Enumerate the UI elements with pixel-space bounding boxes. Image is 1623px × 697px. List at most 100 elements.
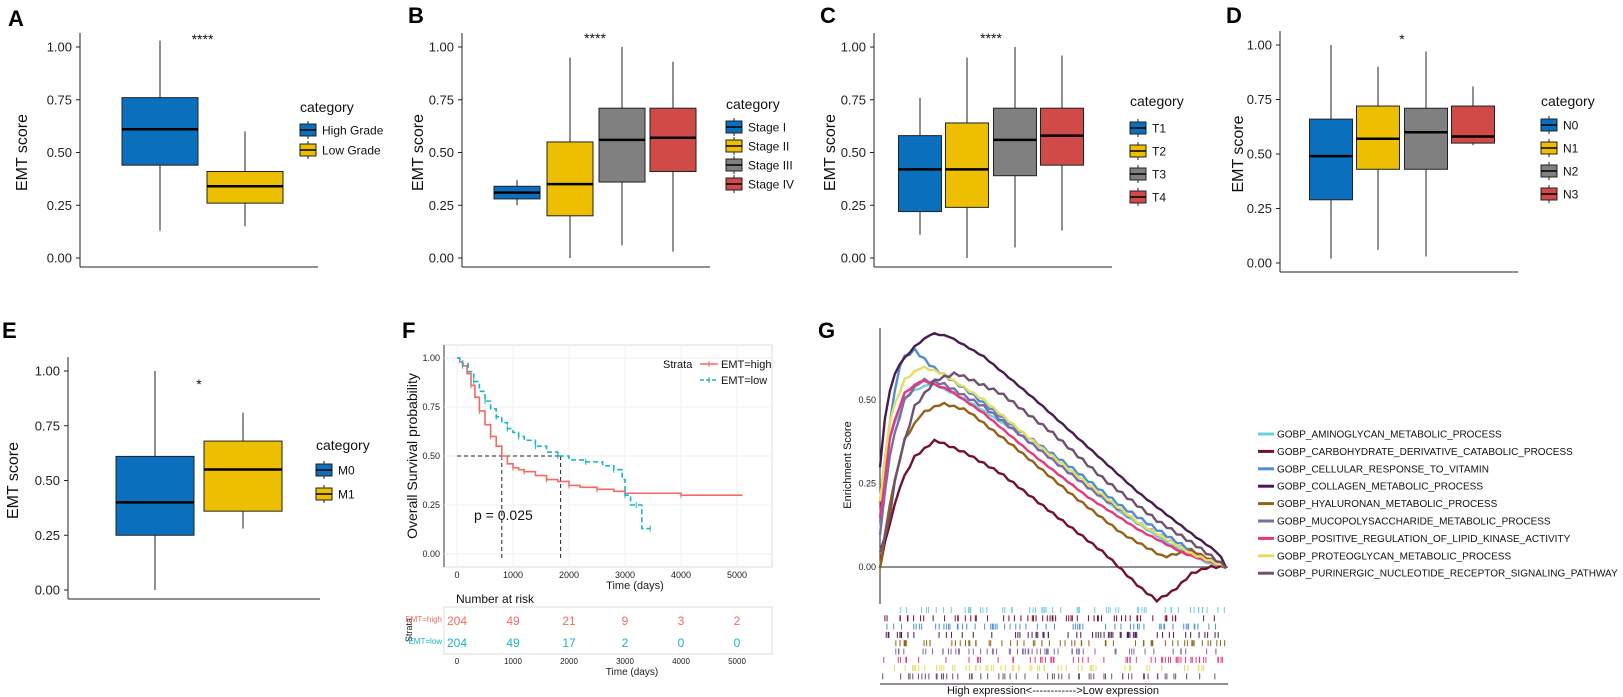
legend-item-label: High Grade [322, 124, 384, 138]
y-tick-label: 0.75 [35, 418, 60, 433]
risk-count: 204 [447, 614, 467, 628]
box-stage-ii [546, 141, 594, 217]
legend-title: category [726, 96, 780, 112]
legend-item-label: GOBP_CARBOHYDRATE_DERIVATIVE_CATABOLIC_P… [1277, 447, 1573, 458]
risk-count: 21 [562, 614, 576, 628]
legend-item-label: M1 [338, 488, 355, 502]
p-value-label: p = 0.025 [474, 507, 533, 523]
x-axis-title: High expression<------------>Low express… [947, 685, 1159, 697]
legend-item-label: GOBP_PURINERGIC_NUCLEOTIDE_RECEPTOR_SIGN… [1277, 569, 1618, 580]
risk-row-label: EMT=low [408, 637, 442, 646]
box-t1 [898, 135, 942, 213]
legend-item-label: GOBP_PROTEOGLYCAN_METABOLIC_PROCESS [1277, 551, 1511, 562]
y-axis-title: Enrichment Score [842, 421, 854, 508]
es-curve [878, 438, 1227, 604]
panel-label: A [8, 6, 24, 31]
x-tick-label: 0 [454, 570, 459, 580]
significance-stars: **** [584, 30, 606, 46]
x-tick-label: 1000 [503, 570, 523, 580]
risk-x-tick-label: 4000 [672, 657, 690, 666]
risk-table-title: Number at risk [456, 592, 535, 606]
legend-title: category [1130, 93, 1184, 109]
x-tick-label: 5000 [727, 570, 747, 580]
legend-title: category [1541, 93, 1595, 109]
risk-count: 2 [622, 636, 629, 650]
y-tick-label: 1.00 [35, 364, 60, 379]
legend-item-label: T2 [1152, 145, 1166, 159]
legend-item-label: Stage I [748, 121, 786, 135]
legend-item-label: EMT=high [721, 359, 771, 371]
es-curve [878, 370, 1227, 570]
significance-stars: **** [192, 31, 214, 47]
box-t3 [993, 107, 1037, 177]
panel-c: C 0.00 0.25 0.50 0.75 1.00 EMT score **** catego… [820, 3, 1184, 268]
risk-count: 3 [678, 614, 685, 628]
y-tick-label: 1.00 [47, 40, 72, 55]
panel-a: A 0.00 0.25 0.50 0.75 1.00 EMT score **** catego… [8, 6, 384, 268]
legend-item-label: GOBP_AMINOGLYCAN_METABOLIC_PROCESS [1277, 430, 1502, 441]
legend-item-label: GOBP_CELLULAR_RESPONSE_TO_VITAMIN [1277, 464, 1489, 475]
legend-item-label: GOBP_COLLAGEN_METABOLIC_PROCESS [1277, 482, 1483, 493]
es-curve [878, 331, 1228, 569]
significance-stars: * [196, 376, 202, 392]
legend-item-label: GOBP_POSITIVE_REGULATION_OF_LIPID_KINASE… [1277, 534, 1571, 545]
legend-item-label: T1 [1152, 122, 1166, 136]
y-tick-label: 0.25 [35, 528, 60, 543]
survival-curve-emt-low [457, 357, 651, 530]
legend-item-label: EMT=low [721, 375, 767, 387]
y-tick-label: 0.75 [1247, 92, 1272, 107]
risk-x-axis-title: Time (days) [606, 667, 658, 678]
panel-d: D 0.00 0.25 0.50 0.75 1.00 EMT score * category N… [1226, 3, 1595, 273]
y-tick-label: 0.00 [429, 251, 454, 266]
y-tick-label: 0.50 [429, 145, 454, 160]
risk-x-tick-label: 1000 [504, 657, 522, 666]
legend-item-label: M0 [338, 464, 355, 478]
y-tick-label: 0.50 [858, 395, 876, 405]
legend-title: category [316, 437, 370, 453]
risk-count: 2 [734, 614, 741, 628]
risk-x-tick-label: 3000 [616, 657, 634, 666]
risk-count: 204 [447, 636, 467, 650]
y-tick-label: 0.25 [841, 198, 866, 213]
legend-item-label: GOBP_HYALURONAN_METABOLIC_PROCESS [1277, 499, 1498, 510]
legend-title: category [300, 99, 354, 115]
y-tick-label: 0.50 [47, 145, 72, 160]
legend-item-label: Stage II [748, 140, 789, 154]
y-tick-label: 1.00 [429, 40, 454, 55]
legend-item-label: T4 [1152, 191, 1166, 205]
y-tick-label: 0.25 [422, 500, 440, 510]
panel-b: B 0.00 0.25 0.50 0.75 1.00 EMT score **** catego… [408, 3, 794, 268]
legend-item-label: N1 [1563, 142, 1579, 156]
panel-label: G [818, 318, 835, 343]
risk-count: 49 [506, 614, 520, 628]
panel-label: E [2, 318, 17, 343]
legend-item-label: Stage IV [748, 178, 794, 192]
legend-item-label: N2 [1563, 165, 1579, 179]
y-axis-title: EMT score [822, 114, 839, 191]
y-tick-label: 0.00 [35, 583, 60, 598]
es-curve [878, 401, 1227, 569]
y-tick-label: 0.25 [1247, 201, 1272, 216]
y-tick-label: 0.00 [1247, 256, 1272, 271]
legend-item-label: T3 [1152, 168, 1166, 182]
y-tick-label: 0.25 [858, 479, 876, 489]
es-curve [878, 379, 1227, 569]
survival-curve-emt-high [457, 357, 743, 496]
significance-stars: * [1399, 31, 1405, 47]
risk-row-label: EMT=high [405, 615, 442, 624]
x-axis-title: Time (days) [606, 580, 664, 592]
panel-e: E 0.00 0.25 0.50 0.75 1.00 EMT score * category M… [2, 318, 370, 600]
y-tick-label: 0.75 [841, 92, 866, 107]
risk-table-frame [443, 606, 773, 655]
y-tick-label: 0.50 [35, 473, 60, 488]
y-tick-label: 0.25 [429, 198, 454, 213]
y-tick-label: 0.00 [47, 251, 72, 266]
legend-title: Strata [663, 359, 693, 371]
y-tick-label: 0.00 [858, 562, 876, 572]
legend-item-label: GOBP_MUCOPOLYSACCHARIDE_METABOLIC_PROCES… [1277, 517, 1551, 528]
significance-stars: **** [980, 30, 1002, 46]
box-m1 [203, 440, 283, 512]
y-tick-label: 0.00 [841, 251, 866, 266]
es-curve [878, 365, 1227, 569]
